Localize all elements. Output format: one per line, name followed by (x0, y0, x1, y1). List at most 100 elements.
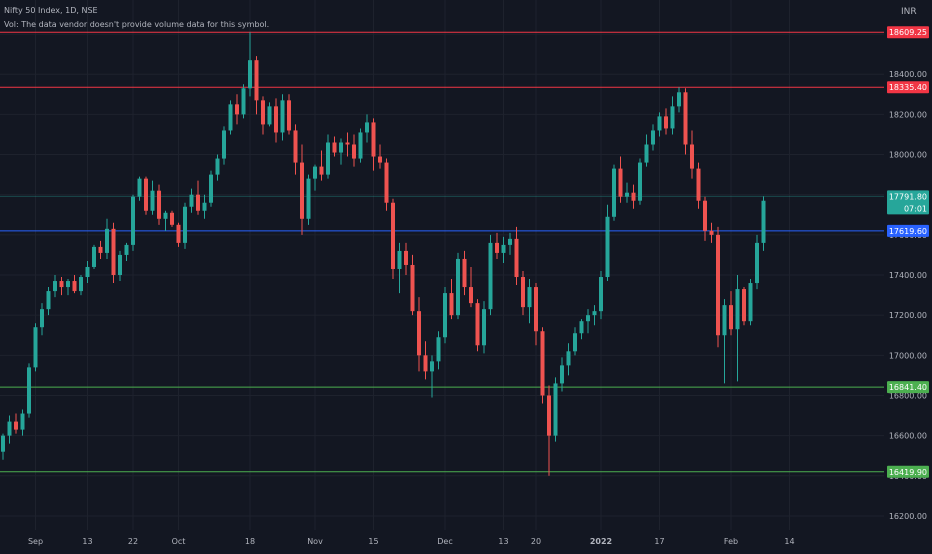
candle-body (137, 178, 142, 197)
candle-body (378, 156, 382, 163)
price-label-resistance: 18335.40 (887, 81, 929, 94)
candle (462, 250, 467, 296)
x-tick-label: Dec (437, 537, 452, 546)
candle (703, 196, 707, 241)
candle (514, 226, 519, 286)
candle-body (241, 88, 246, 115)
candle (163, 210, 168, 231)
x-tick-label: 22 (128, 537, 138, 546)
candle-body (560, 365, 564, 384)
symbol-title: Nifty 50 Index, 1D, NSE (4, 6, 98, 15)
candle-body (670, 106, 675, 129)
candle (326, 134, 330, 179)
candle-body (131, 196, 135, 245)
y-tick-label: 18200.00 (889, 110, 927, 119)
candle-body (436, 337, 441, 362)
candle-body (105, 228, 109, 253)
candle-body (27, 367, 31, 414)
candle-body (183, 206, 187, 243)
candle (371, 118, 376, 171)
candle-body (352, 144, 356, 159)
candle-body (40, 309, 44, 328)
candle-body (612, 168, 616, 217)
candle (131, 194, 135, 251)
candle-body (573, 333, 577, 352)
candle-body (176, 224, 181, 243)
candle (417, 297, 421, 372)
price-label-text: 18609.25 (889, 28, 927, 37)
candle (527, 279, 532, 324)
price-label-text: 18335.40 (889, 83, 927, 92)
candle (742, 287, 746, 326)
candle (280, 94, 285, 141)
candle (72, 275, 77, 294)
candle (118, 250, 122, 282)
candle-body (365, 122, 369, 133)
candle (709, 222, 714, 243)
x-tick-label: 17 (654, 537, 664, 546)
candle-body (274, 106, 278, 133)
candle-body (20, 413, 25, 430)
candle (690, 130, 694, 179)
candle (85, 260, 90, 284)
candle-body (514, 238, 519, 278)
candle-body (592, 311, 597, 316)
countdown-label: 07:01 (904, 204, 927, 213)
candle (618, 156, 623, 203)
candle-body (696, 168, 701, 201)
candle (7, 415, 12, 444)
candle (430, 355, 434, 398)
candle-body (501, 244, 506, 253)
candle (508, 232, 512, 255)
price-label-resistance: 18609.25 (887, 26, 929, 39)
x-tick-label: 14 (784, 537, 794, 546)
candle (183, 202, 187, 249)
candle-body (267, 106, 272, 125)
candle-body (638, 162, 642, 201)
candle (729, 291, 733, 336)
candle-body (66, 281, 70, 288)
candle (488, 234, 493, 316)
price-label-last: 17791.80 07:01 (887, 190, 929, 215)
candle (495, 232, 499, 259)
candle-body (280, 100, 285, 133)
candle-body (716, 234, 720, 336)
candle (677, 87, 681, 113)
candle (228, 100, 233, 135)
candle-body (703, 200, 707, 231)
candle-body (98, 246, 103, 253)
price-label-box (887, 465, 929, 478)
price-label-text: 16419.90 (889, 468, 927, 477)
candle-body (462, 258, 467, 288)
candle (696, 162, 701, 209)
candle-body (722, 305, 727, 336)
candle (209, 170, 213, 207)
candle-body (605, 216, 610, 278)
candle (501, 236, 506, 263)
candle (352, 134, 356, 167)
candle (267, 102, 272, 127)
candle-body (170, 212, 174, 225)
candle-body (33, 327, 38, 368)
candle (79, 275, 83, 296)
candle-body (358, 132, 363, 159)
price-label-text: 17619.60 (889, 227, 927, 236)
candle (176, 222, 181, 247)
candle-body (430, 361, 434, 372)
candle-body (735, 289, 740, 330)
candle-body (300, 162, 304, 219)
candle-body (345, 142, 350, 145)
candle-body (456, 258, 460, 316)
candle-body (306, 178, 311, 219)
candle (716, 226, 720, 348)
candle (254, 56, 259, 115)
candle-body (391, 202, 395, 269)
candle (443, 287, 447, 344)
candle (306, 174, 311, 225)
candle-body (85, 266, 90, 278)
candle (625, 182, 629, 203)
price-label-support: 16841.40 (887, 381, 929, 394)
candle-body (248, 60, 252, 89)
